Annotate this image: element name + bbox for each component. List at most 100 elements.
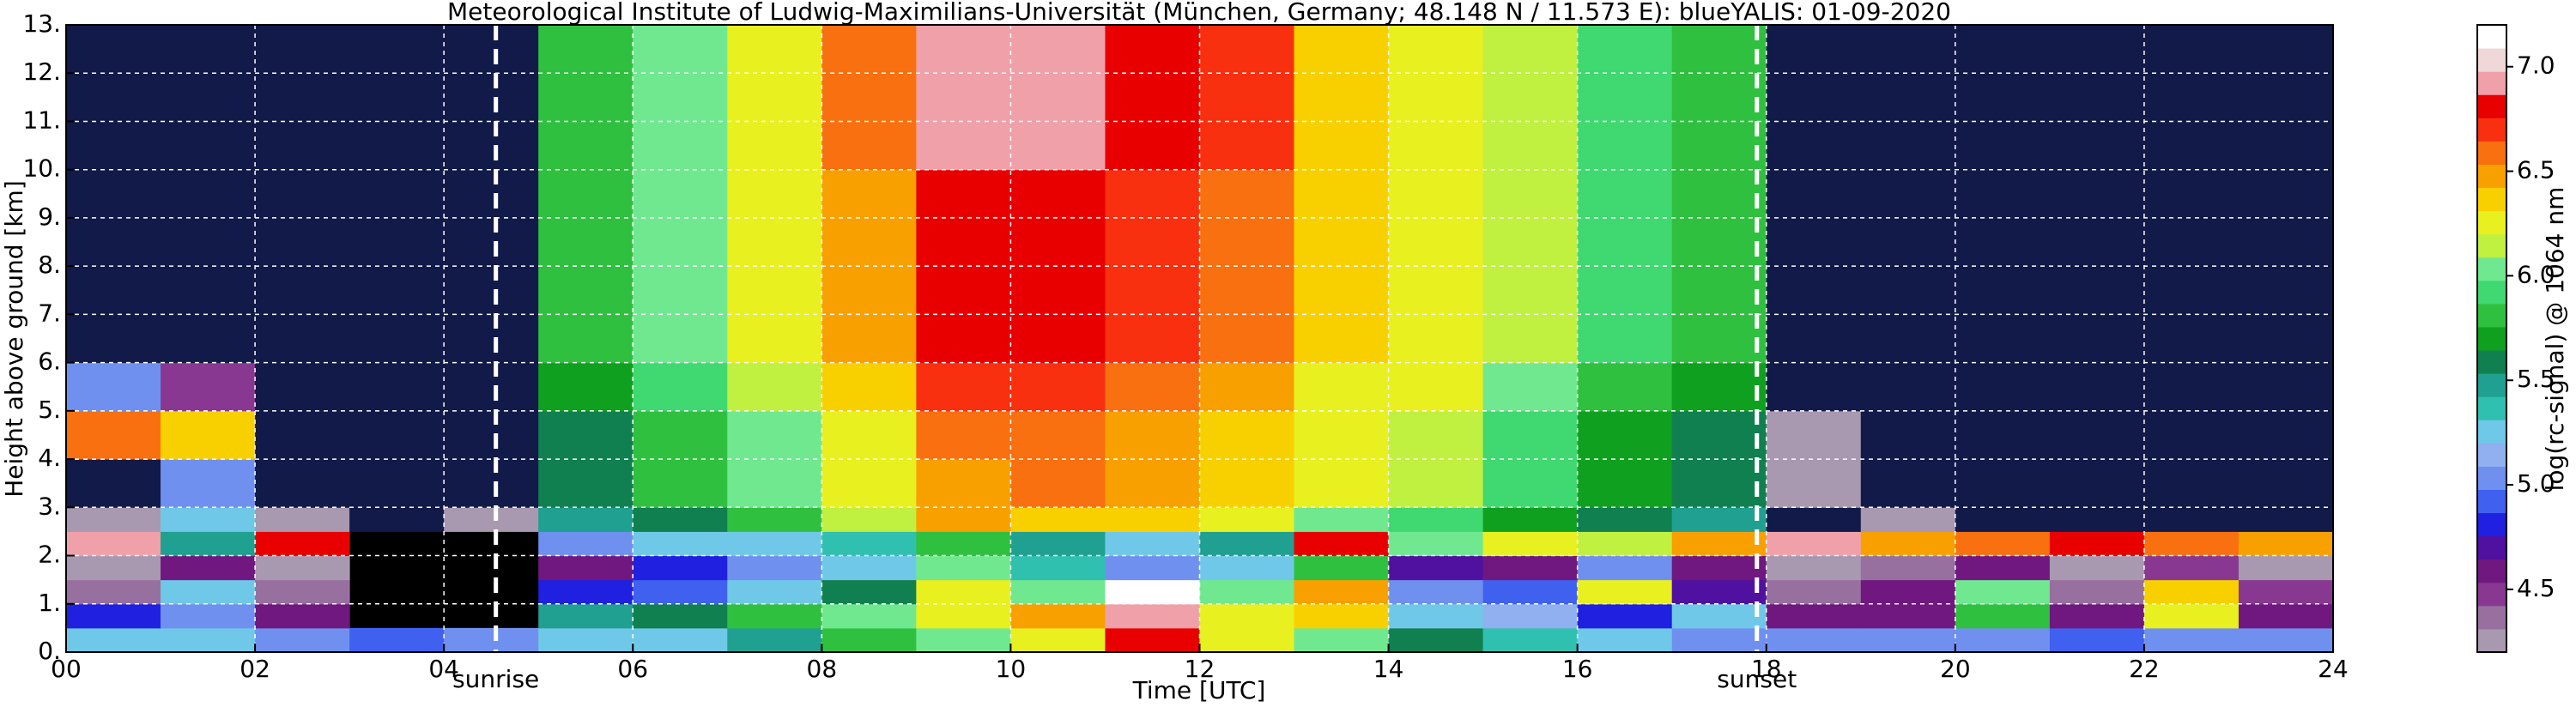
heatmap-cell <box>1955 362 2051 412</box>
plot-frame <box>65 24 2334 653</box>
heatmap-cell <box>444 121 539 171</box>
heatmap-cell <box>2238 73 2334 122</box>
y-tick-label: 13. <box>22 9 61 38</box>
heatmap-cell <box>1010 555 1106 581</box>
x-tick-label: 06 <box>617 655 648 683</box>
heatmap-cell <box>1482 362 1579 412</box>
heatmap-cell <box>1388 410 1484 460</box>
heatmap-cell <box>1577 169 1673 219</box>
heatmap-cell <box>1860 459 1956 508</box>
heatmap-cell <box>2049 217 2145 267</box>
heatmap-cell <box>1955 314 2051 364</box>
heatmap-cell <box>66 579 161 605</box>
heatmap-cell <box>1388 459 1484 508</box>
heatmap-cell <box>1766 459 1862 508</box>
heatmap-cell <box>821 579 917 605</box>
colorbar-step <box>2477 559 2506 583</box>
heatmap-cell <box>161 627 256 653</box>
heatmap-cell <box>66 555 161 581</box>
heatmap-cell <box>1199 459 1295 508</box>
heatmap-cell <box>1010 507 1106 532</box>
heatmap-cell <box>2049 555 2145 581</box>
heatmap-cell <box>916 25 1011 74</box>
heatmap-cell <box>1010 459 1106 508</box>
heatmap-cell <box>821 121 917 171</box>
heatmap-cell <box>1955 217 2051 267</box>
heatmap-cell <box>2049 121 2145 171</box>
colorbar-step <box>2477 373 2506 397</box>
colorbar-frame <box>2476 24 2507 653</box>
heatmap-cell <box>1766 314 1862 364</box>
heatmap-cell <box>1105 73 1200 122</box>
heatmap-cell <box>255 25 350 74</box>
heatmap-cell <box>1199 169 1295 219</box>
heatmap-cell <box>2049 410 2145 460</box>
heatmap-cell <box>821 531 917 557</box>
heatmap-cell <box>1388 121 1484 171</box>
heatmap-cell <box>1199 121 1295 171</box>
heatmap-cell <box>633 362 728 412</box>
heatmap-cell <box>161 73 256 122</box>
y-axis-label: Height above ground [km] <box>0 180 28 498</box>
heatmap-cell <box>161 217 256 267</box>
colorbar-step <box>2477 628 2506 653</box>
y-tick-label: 6. <box>38 347 61 376</box>
heatmap-cell <box>161 555 256 581</box>
heatmap-cell <box>821 555 917 581</box>
heatmap-cell <box>1482 507 1579 532</box>
heatmap-cell <box>1010 603 1106 629</box>
heatmap-cell <box>2238 25 2334 74</box>
heatmap-cell <box>1860 531 1956 557</box>
heatmap-cell <box>916 579 1011 605</box>
heatmap-cell <box>1860 217 1956 267</box>
heatmap-cell <box>916 314 1011 364</box>
heatmap-cell <box>1105 314 1200 364</box>
heatmap-cell <box>66 410 161 460</box>
x-tick-label: 02 <box>239 655 270 683</box>
heatmap-cell <box>255 531 350 557</box>
heatmap-cell <box>1388 603 1484 629</box>
heatmap-cell <box>2143 121 2240 171</box>
heatmap-cell <box>916 362 1011 412</box>
heatmap-cell <box>255 266 350 315</box>
heatmap-cell <box>538 362 633 412</box>
heatmap-cell <box>1294 169 1390 219</box>
heatmap-cell <box>349 169 445 219</box>
heatmap-cell <box>1388 25 1484 74</box>
heatmap-cell <box>349 266 445 315</box>
colorbar-step <box>2477 280 2506 305</box>
chart-title: Meteorological Institute of Ludwig-Maxim… <box>447 0 1951 26</box>
heatmap-cell <box>727 507 822 532</box>
heatmap-cell <box>161 266 256 315</box>
heatmap-cell <box>1482 531 1579 557</box>
x-tick-label: 14 <box>1373 655 1404 683</box>
heatmap-cell <box>2049 531 2145 557</box>
colorbar-step <box>2477 443 2506 467</box>
heatmap-cell <box>1010 73 1106 122</box>
heatmap-cell <box>1199 266 1295 315</box>
heatmap-cell <box>1860 314 1956 364</box>
heatmap-cell <box>538 603 633 629</box>
heatmap-cell <box>1482 217 1579 267</box>
heatmap-cell <box>1860 121 1956 171</box>
heatmap-cell <box>1577 507 1673 532</box>
heatmap-cell <box>538 627 633 653</box>
heatmap-cell <box>1955 579 2051 605</box>
heatmap-cell <box>2238 579 2334 605</box>
heatmap-cell <box>538 531 633 557</box>
heatmap-cell <box>349 362 445 412</box>
heatmap-cell <box>916 627 1011 653</box>
heatmap-cell <box>255 507 350 532</box>
heatmap-cell <box>2238 362 2334 412</box>
y-tick-label: 8. <box>38 251 61 279</box>
heatmap-cell <box>1671 73 1767 122</box>
heatmap-cell <box>66 603 161 629</box>
heatmap-cell <box>2143 169 2240 219</box>
heatmap-cell <box>255 579 350 605</box>
heatmap-cell <box>255 459 350 508</box>
heatmap-cell <box>1482 169 1579 219</box>
heatmap-cell <box>1105 121 1200 171</box>
heatmap-cell <box>1105 169 1200 219</box>
heatmap-cell <box>1860 603 1956 629</box>
heatmap-cell <box>633 73 728 122</box>
